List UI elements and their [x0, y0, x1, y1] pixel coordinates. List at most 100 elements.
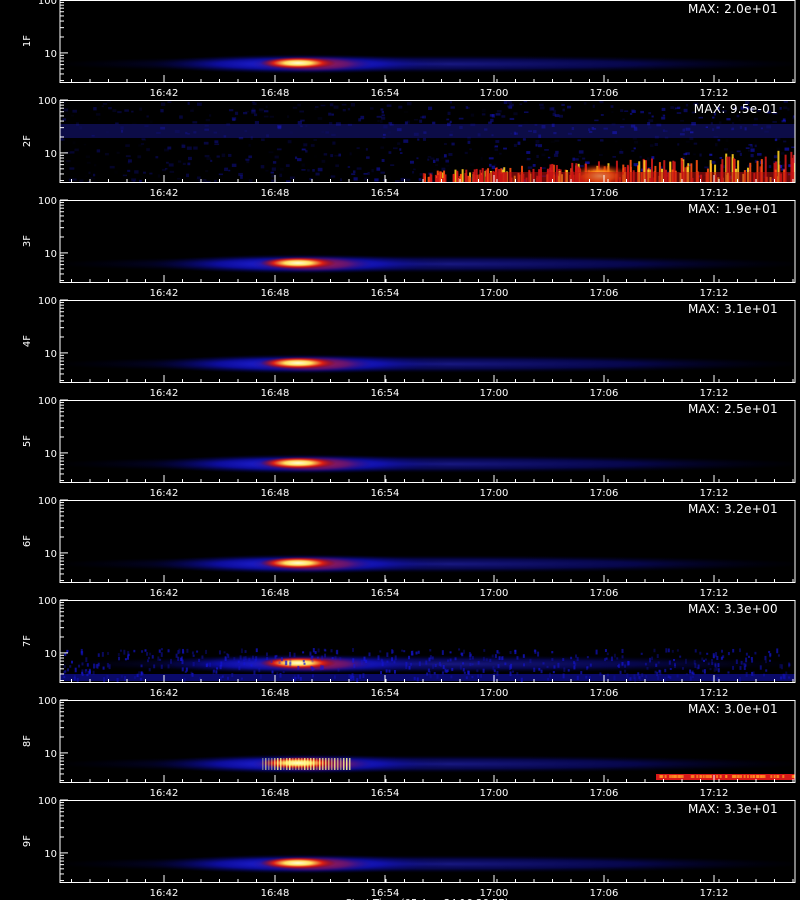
noise-pixel — [409, 160, 414, 164]
noise-pixel — [167, 146, 172, 150]
noise-pixel — [149, 172, 153, 175]
noise-pixel — [735, 659, 738, 665]
noise-pixel — [413, 168, 416, 171]
noise-pixel — [754, 117, 758, 121]
noise-pixel — [750, 153, 754, 158]
noise-pixel — [522, 138, 526, 141]
burst-striation — [295, 758, 297, 770]
noise-pixel — [399, 152, 403, 154]
noise-pixel — [381, 659, 384, 662]
noise-pixel — [289, 662, 292, 667]
noise-pixel — [493, 163, 497, 166]
noise-pixel — [785, 671, 788, 676]
noise-pixel — [435, 158, 439, 162]
noise-pixel — [369, 107, 374, 110]
tail-spark — [752, 775, 755, 778]
noise-pixel — [676, 106, 681, 109]
x-tick-label: 16:42 — [150, 588, 179, 599]
noise-pixel — [647, 122, 651, 126]
noise-pixel — [435, 164, 439, 166]
noise-pixel — [117, 653, 120, 657]
noise-pixel — [713, 668, 716, 672]
noise-pixel — [682, 156, 685, 160]
noise-pixel — [285, 164, 290, 167]
noise-pixel — [159, 658, 162, 661]
noise-pixel — [114, 171, 118, 174]
noise-pixel — [98, 117, 100, 120]
tail-spark — [746, 775, 749, 778]
axes-frame — [59, 300, 796, 383]
emission-spike — [791, 161, 794, 182]
noise-pixel — [254, 659, 257, 663]
noise-pixel — [788, 663, 791, 667]
noise-pixel — [458, 648, 461, 651]
axes-frame — [59, 400, 796, 483]
noise-pixel — [157, 656, 160, 661]
noise-pixel — [449, 120, 452, 124]
noise-pixel — [330, 175, 336, 178]
noise-pixel — [629, 113, 633, 115]
noise-pixel — [701, 657, 704, 661]
noise-pixel — [187, 156, 192, 161]
x-tick-label: 17:12 — [700, 288, 729, 299]
noise-pixel — [612, 131, 617, 135]
x-tick-label: 17:06 — [590, 688, 619, 699]
noise-pixel — [450, 106, 455, 109]
noise-pixel — [334, 656, 337, 661]
panel-label: 8F — [22, 735, 33, 747]
noise-pixel — [662, 130, 668, 132]
noise-pixel — [212, 670, 215, 675]
noise-pixel — [534, 123, 538, 126]
noise-pixel — [631, 150, 635, 152]
emission-spike — [673, 161, 676, 182]
noise-pixel — [713, 655, 716, 659]
noise-pixel — [463, 671, 466, 674]
noise-pixel — [679, 133, 685, 136]
y-tick-label: 10 — [44, 149, 57, 160]
noise-pixel — [467, 140, 471, 144]
panel-4f: 10 100 16:42 16:48 16:54 17:00 17:06 17:12 4F MAX… — [22, 296, 796, 399]
noise-pixel — [324, 649, 327, 652]
noise-pixel — [248, 143, 251, 147]
noise-pixel — [691, 111, 696, 114]
noise-pixel — [764, 655, 767, 661]
noise-pixel — [79, 126, 83, 130]
noise-pixel — [547, 156, 551, 159]
noise-pixel — [704, 166, 709, 169]
noise-pixel — [656, 654, 659, 659]
emission-spike — [467, 175, 470, 182]
noise-pixel — [364, 177, 369, 181]
noise-pixel — [192, 121, 198, 124]
tail-spark — [777, 775, 780, 778]
noise-pixel — [382, 133, 386, 136]
noise-pixel — [592, 104, 595, 108]
noise-pixel — [330, 649, 333, 653]
noise-pixel — [604, 658, 607, 662]
noise-pixel — [523, 663, 526, 667]
noise-pixel — [89, 177, 93, 179]
noise-pixel — [317, 167, 323, 172]
noise-pixel — [119, 649, 122, 652]
noise-pixel — [101, 105, 104, 108]
noise-pixel — [523, 100, 528, 103]
noise-pixel — [691, 122, 696, 126]
noise-pixel — [573, 661, 576, 665]
noise-pixel — [278, 661, 281, 664]
noise-pixel — [214, 143, 220, 146]
noise-pixel — [360, 115, 365, 120]
noise-pixel — [116, 151, 120, 154]
noise-pixel — [164, 148, 169, 152]
noise-pixel — [307, 169, 310, 172]
x-tick-label: 16:42 — [150, 688, 179, 699]
noise-pixel — [599, 672, 602, 676]
noise-pixel — [433, 671, 436, 675]
noise-pixel — [680, 119, 684, 122]
tail-spark — [673, 775, 676, 778]
noise-pixel — [689, 669, 692, 674]
noise-pixel — [653, 648, 656, 653]
noise-pixel — [681, 109, 684, 112]
noise-pixel — [514, 649, 517, 655]
burst-striation — [277, 758, 279, 770]
noise-pixel — [88, 171, 91, 175]
y-tick-label: 10 — [44, 349, 57, 360]
